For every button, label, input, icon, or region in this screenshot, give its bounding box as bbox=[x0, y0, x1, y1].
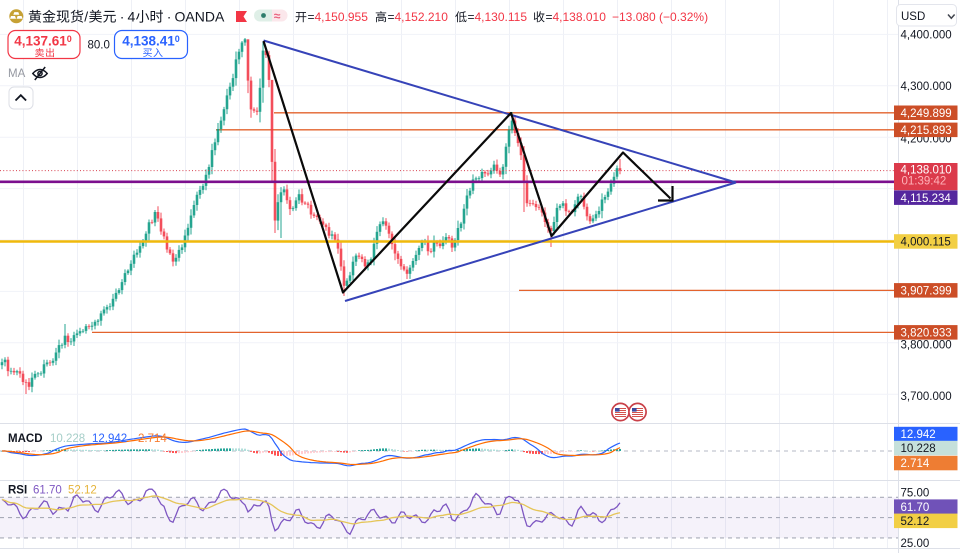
svg-text:25.00: 25.00 bbox=[901, 538, 930, 550]
svg-text:3,800.000: 3,800.000 bbox=[901, 340, 952, 352]
svg-text:4,115.234: 4,115.234 bbox=[901, 193, 952, 205]
svg-text:52.12: 52.12 bbox=[68, 485, 97, 497]
svg-text:4,138.010: 4,138.010 bbox=[553, 10, 607, 24]
svg-text:4,138.010: 4,138.010 bbox=[901, 164, 952, 176]
svg-text:USD: USD bbox=[901, 11, 925, 23]
svg-text:75.00: 75.00 bbox=[901, 487, 930, 499]
svg-text:12.942: 12.942 bbox=[92, 433, 127, 445]
svg-text:≈: ≈ bbox=[274, 9, 281, 23]
svg-text:MA: MA bbox=[8, 68, 26, 80]
svg-text:4,215.893: 4,215.893 bbox=[901, 125, 952, 137]
svg-text:4,400.000: 4,400.000 bbox=[901, 30, 952, 42]
svg-text:2.714: 2.714 bbox=[138, 433, 167, 445]
svg-text:=: = bbox=[308, 10, 315, 24]
svg-text:4,000.115: 4,000.115 bbox=[901, 237, 951, 249]
svg-text:/: / bbox=[84, 8, 88, 24]
svg-text:RSI: RSI bbox=[8, 485, 27, 497]
svg-text:OANDA: OANDA bbox=[175, 8, 225, 24]
svg-text:·: · bbox=[120, 8, 125, 24]
svg-text:3,907.399: 3,907.399 bbox=[901, 286, 952, 298]
svg-text:3,700.000: 3,700.000 bbox=[901, 391, 952, 403]
svg-text:MACD: MACD bbox=[8, 433, 43, 445]
svg-text:61.70: 61.70 bbox=[33, 485, 62, 497]
svg-text:12.942: 12.942 bbox=[901, 429, 936, 441]
svg-text:61.70: 61.70 bbox=[901, 502, 930, 514]
svg-text:=: = bbox=[388, 10, 395, 24]
svg-text:4,300.000: 4,300.000 bbox=[901, 81, 952, 93]
svg-text:4: 4 bbox=[128, 8, 136, 24]
svg-text:4,138.410: 4,138.410 bbox=[122, 33, 180, 48]
svg-text:52.12: 52.12 bbox=[901, 516, 930, 528]
svg-text:3,820.933: 3,820.933 bbox=[901, 328, 952, 340]
svg-text:4,137.610: 4,137.610 bbox=[14, 33, 72, 48]
svg-text:−13.080 (−0.32%): −13.080 (−0.32%) bbox=[612, 10, 708, 24]
svg-text:=: = bbox=[468, 10, 475, 24]
svg-text:10.228: 10.228 bbox=[901, 443, 936, 455]
svg-text:01:39:42: 01:39:42 bbox=[902, 176, 947, 188]
svg-text:4,130.115: 4,130.115 bbox=[475, 10, 528, 24]
svg-text:4,249.899: 4,249.899 bbox=[901, 108, 952, 120]
svg-text:=: = bbox=[546, 10, 553, 24]
svg-text:10.228: 10.228 bbox=[50, 433, 85, 445]
svg-text:2.714: 2.714 bbox=[901, 458, 930, 470]
svg-text:4,150.955: 4,150.955 bbox=[315, 10, 369, 24]
svg-text:4,152.210: 4,152.210 bbox=[395, 10, 449, 24]
svg-text:80.0: 80.0 bbox=[88, 40, 110, 52]
svg-text:·: · bbox=[167, 8, 172, 24]
